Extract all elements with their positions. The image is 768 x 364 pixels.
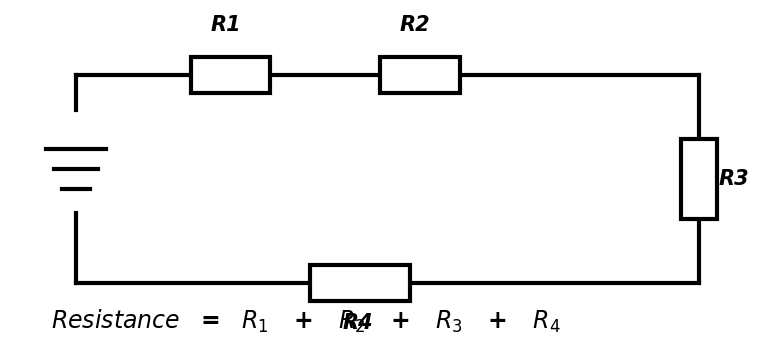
Bar — [380, 57, 460, 93]
Text: R1: R1 — [210, 15, 241, 35]
Bar — [310, 265, 410, 301]
Text: R2: R2 — [399, 15, 430, 35]
Bar — [190, 57, 270, 93]
Text: R3: R3 — [719, 169, 750, 189]
Text: R4: R4 — [343, 313, 373, 333]
Bar — [681, 139, 717, 219]
Text: $\mathbf{\mathit{Resistance}}$  $\mathbf{=}$  $\mathbf{\mathit{R}}_\mathbf{\math: $\mathbf{\mathit{Resistance}}$ $\mathbf{… — [51, 308, 561, 335]
